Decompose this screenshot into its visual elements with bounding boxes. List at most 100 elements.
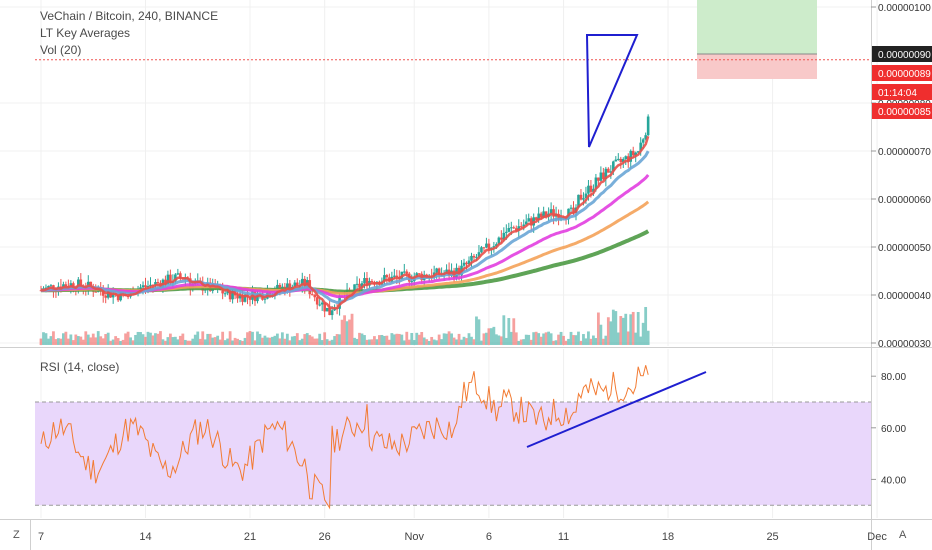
volume-bar <box>547 331 551 345</box>
volume-bar <box>395 333 399 345</box>
candle-body <box>370 280 374 283</box>
volume-bar <box>196 331 200 345</box>
candle-body <box>320 302 324 305</box>
volume-bar <box>166 337 170 345</box>
auto-scale-z-button[interactable]: Z <box>13 529 20 541</box>
volume-bars <box>39 306 650 345</box>
candle-body <box>500 237 503 240</box>
candle-body <box>310 294 314 296</box>
volume-bar <box>487 328 491 345</box>
candle-body <box>621 159 625 163</box>
volume-bar <box>79 336 83 345</box>
symbol-title[interactable]: VeChain / Bitcoin, 240, BINANCE <box>40 9 219 23</box>
volume-bar <box>353 337 356 345</box>
volume-bar <box>532 332 536 345</box>
volume-bar <box>599 324 603 345</box>
candle-body <box>544 211 548 217</box>
candle-body <box>487 243 491 250</box>
price-tag-text: 0.00000089 <box>878 69 931 80</box>
auto-scale-a-button[interactable]: A <box>899 529 907 541</box>
volume-bar <box>61 333 65 345</box>
candle-body <box>328 307 331 316</box>
study-volume-label[interactable]: Vol (20) <box>40 43 82 57</box>
volume-bar <box>636 312 640 345</box>
price-tag-box <box>872 65 932 81</box>
volume-bar <box>512 318 516 345</box>
volume-bar <box>616 332 620 345</box>
volume-bar <box>268 337 272 345</box>
candle-body <box>639 142 642 152</box>
position-stop-zone <box>697 54 817 79</box>
volume-bar <box>183 339 187 345</box>
volume-bar <box>631 311 635 345</box>
rsi-line <box>40 365 649 510</box>
volume-bar <box>596 312 600 345</box>
volume-bar <box>400 334 404 345</box>
volume-bar <box>402 340 406 345</box>
volume-bar <box>308 335 312 345</box>
candle-body <box>278 284 282 290</box>
volume-bar <box>104 334 108 345</box>
volume-bar <box>335 334 339 345</box>
volume-bar <box>305 333 309 345</box>
volume-bar <box>392 334 396 345</box>
candle-body <box>599 172 603 181</box>
volume-bar <box>574 335 578 345</box>
volume-bar <box>96 331 100 345</box>
candle-body <box>415 273 419 277</box>
candle-body <box>524 221 528 225</box>
candle-body <box>572 207 575 213</box>
candle-body <box>631 150 635 156</box>
candle-body <box>589 185 593 192</box>
rsi-band-fill <box>35 402 871 506</box>
volume-bar <box>397 333 401 345</box>
volume-bar <box>527 334 531 345</box>
volume-bar <box>624 313 628 345</box>
volume-bar <box>193 334 197 345</box>
volume-bar <box>213 337 217 345</box>
volume-bar <box>101 338 105 345</box>
volume-bar <box>251 331 254 345</box>
volume-bar <box>412 340 416 345</box>
candle-body <box>236 295 239 299</box>
candle-body <box>228 288 232 300</box>
volume-bar <box>382 335 386 345</box>
candle-body <box>467 260 471 265</box>
volume-bar <box>340 319 344 345</box>
volume-bar <box>84 331 88 345</box>
volume-bar <box>492 326 496 345</box>
candle-body <box>111 293 115 298</box>
volume-bar <box>365 339 369 345</box>
volume-bar <box>390 333 394 345</box>
candle-body <box>174 274 177 282</box>
candle-body <box>537 213 540 220</box>
candle-body <box>626 156 630 162</box>
x-tick-label: 11 <box>558 531 569 543</box>
candle-body <box>514 228 518 231</box>
candle-body <box>405 271 409 274</box>
candle-body <box>587 185 590 194</box>
candle-body <box>166 274 170 285</box>
candle-body <box>492 246 496 248</box>
volume-bar <box>39 338 43 345</box>
candle-body <box>609 171 613 173</box>
volume-bar <box>273 335 277 345</box>
volume-bar <box>295 333 299 345</box>
volume-bar <box>131 340 135 345</box>
candle-body <box>497 237 501 245</box>
volume-bar <box>206 333 210 345</box>
candle-body <box>495 244 498 247</box>
volume-bar <box>164 340 167 345</box>
study-key-averages-label[interactable]: LT Key Averages <box>40 26 131 40</box>
candle-body <box>47 286 50 288</box>
candle-body <box>507 227 511 232</box>
volume-bar <box>330 339 334 345</box>
volume-bar <box>475 316 478 345</box>
volume-bar <box>328 340 332 345</box>
volume-bar <box>280 332 284 345</box>
rsi-label[interactable]: RSI (14, close) <box>40 360 120 374</box>
volume-bar <box>154 333 157 345</box>
candle-body <box>582 198 585 200</box>
volume-bar <box>385 335 389 345</box>
